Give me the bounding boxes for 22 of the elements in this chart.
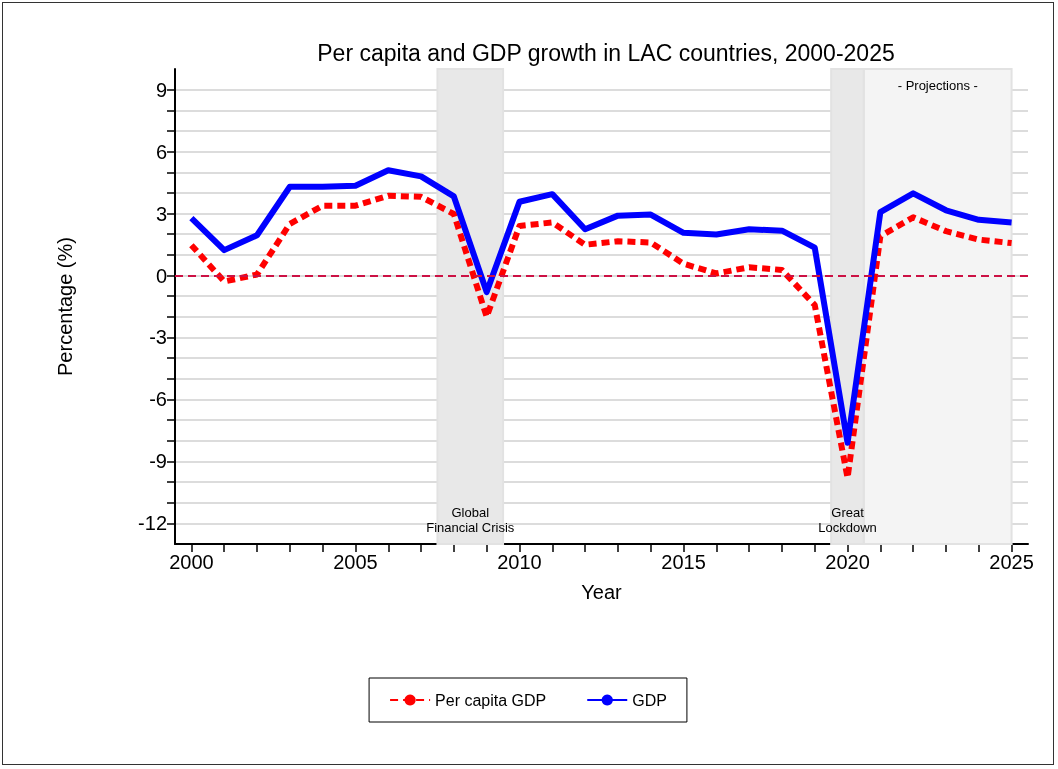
y-tick-label: 6 xyxy=(155,140,167,163)
y-tick-label: 9 xyxy=(155,78,167,101)
x-tick-label: 2010 xyxy=(497,551,542,573)
x-tick-label: 2015 xyxy=(661,551,706,573)
x-tick-label: 2000 xyxy=(169,551,214,573)
y-tick-label: 3 xyxy=(155,202,167,225)
y-axis-title: Percentage (%) xyxy=(54,237,76,376)
legend-label: GDP xyxy=(632,691,667,709)
y-tick-label: -12 xyxy=(138,512,167,535)
y-tick-label: 0 xyxy=(155,264,167,287)
x-tick-label: 2025 xyxy=(989,551,1034,573)
x-tick-label: 2005 xyxy=(333,551,378,573)
band-label: Global Financial Crisis xyxy=(426,505,515,535)
band-label: Great Lockdown xyxy=(818,505,877,535)
y-tick-label: -9 xyxy=(149,450,167,473)
x-tick-label: 2020 xyxy=(825,551,870,573)
y-tick-label: -6 xyxy=(149,388,167,411)
chart-title: Per capita and GDP growth in LAC countries, 2000-2025 xyxy=(317,39,895,66)
legend-label: Per capita GDP xyxy=(435,691,547,709)
y-tick-label: -3 xyxy=(149,326,167,349)
x-axis-title: Year xyxy=(581,581,623,603)
band-label: - Projections - xyxy=(897,78,978,93)
